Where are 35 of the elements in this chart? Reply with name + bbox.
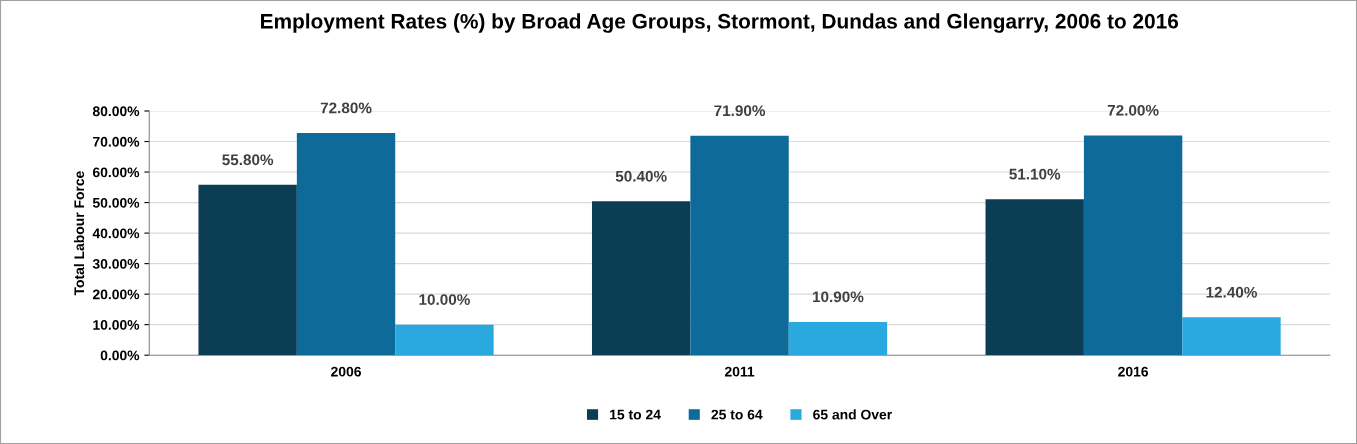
legend-label: 65 and Over: [813, 409, 892, 420]
data-label: 10.00%: [419, 294, 470, 305]
x-tick-label: 2006: [331, 366, 361, 377]
chart-title: Employment Rates (%) by Broad Age Groups, Stormont, Dundas and Glengarry, 2006 to 2016: [261, 13, 1179, 33]
bar: [591, 201, 691, 356]
data-label: 55.80%: [222, 154, 274, 166]
y-tick-label: 70.00%: [93, 136, 140, 147]
bar: [296, 132, 396, 356]
y-tick-label: 10.00%: [93, 320, 140, 330]
y-tick-label: 50.00%: [92, 197, 140, 208]
bar: [985, 199, 1084, 356]
y-tick-label: 80.00%: [92, 106, 140, 117]
data-label: 51.10%: [1009, 168, 1061, 180]
bar: [788, 321, 888, 356]
data-label: 50.40%: [615, 170, 667, 182]
y-tick-label: 40.00%: [92, 228, 140, 239]
bar: [1182, 317, 1281, 356]
bar: [395, 324, 494, 356]
data-label: 12.40%: [1206, 286, 1257, 298]
data-label: 72.80%: [320, 102, 372, 114]
x-tick-label: 2011: [724, 366, 755, 377]
data-label: 71.90%: [714, 105, 766, 117]
data-label: 10.90%: [813, 291, 864, 303]
legend-label: 15 to 24: [610, 409, 661, 420]
y-tick-label: 20.00%: [92, 289, 140, 300]
y-axis-title: Total Labour Force: [73, 171, 85, 296]
x-tick-label: 2016: [1118, 366, 1149, 377]
y-tick-label: 30.00%: [92, 258, 140, 269]
y-tick-label: 60.00%: [92, 167, 140, 178]
bar: [690, 135, 789, 356]
bar: [1083, 135, 1183, 356]
y-tick-label: 0.00%: [100, 350, 140, 361]
legend-label: 25 to 64: [711, 409, 763, 420]
data-label: 72.00%: [1107, 104, 1159, 116]
bar: [198, 184, 297, 356]
